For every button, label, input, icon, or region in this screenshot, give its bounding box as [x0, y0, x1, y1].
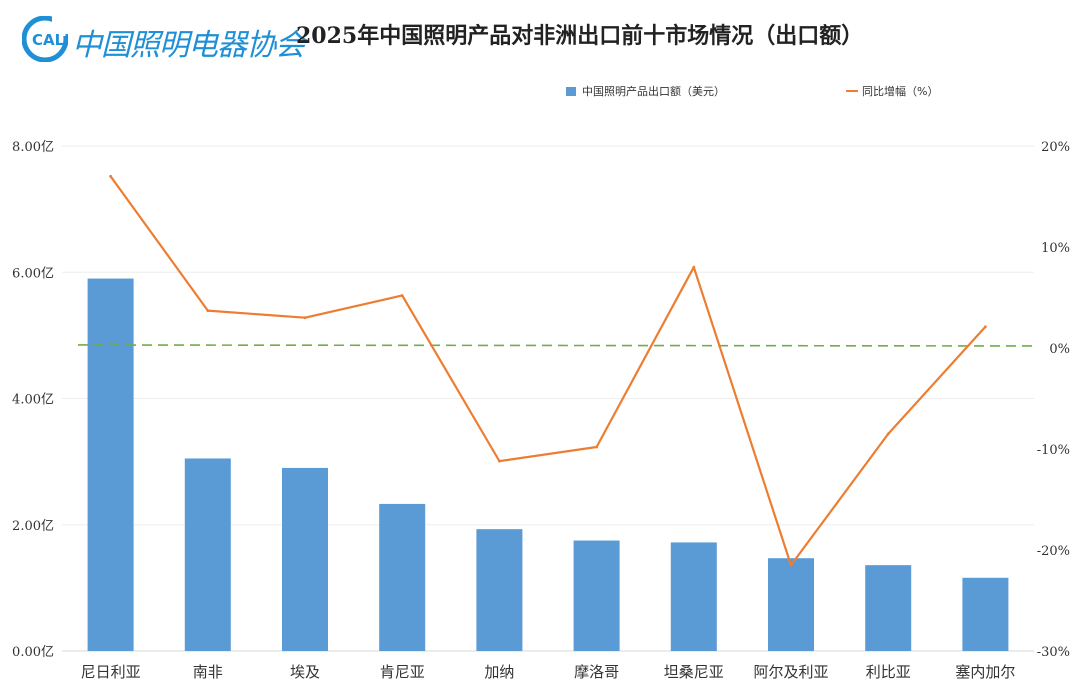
bar-10: [962, 577, 1009, 651]
right-tick-label: -30%: [1037, 645, 1070, 660]
zero-reference-line: [77, 344, 1035, 347]
bar-3: [282, 467, 328, 651]
x-axis: 尼日利亚 南非 埃及 肯尼亚 加纳 摩洛哥 坦桑尼亚 阿尔及利亚 利比亚 塞内加尔: [81, 663, 1016, 681]
growth-line: [109, 175, 987, 567]
category-label: 阿尔及利亚: [753, 663, 828, 681]
category-label: 利比亚: [866, 663, 911, 681]
growth-point-7: [692, 265, 696, 269]
cali-logo: CALI 中国照明电器协会: [22, 16, 305, 63]
right-tick-label: 0%: [1049, 342, 1070, 357]
bar-5: [476, 529, 523, 651]
bar-6: [573, 540, 620, 651]
growth-point-2: [206, 309, 210, 313]
left-axis: 0.00亿 2.00亿 4.00亿 6.00亿 8.00亿: [12, 140, 54, 660]
growth-point-9: [886, 432, 890, 436]
legend: 中国照明产品出口额（美元） 同比增幅（%）: [566, 84, 938, 98]
right-axis: -30% -20% -10% 0% 10% 20%: [1037, 140, 1070, 660]
bar-8: [768, 558, 814, 651]
left-tick-label: 6.00亿: [12, 266, 54, 281]
header: CALI 中国照明电器协会 2025年中国照明产品对非洲出口前十市场情况（出口额…: [0, 0, 1080, 70]
right-tick-label: 10%: [1041, 241, 1070, 256]
legend-bar-swatch: [566, 87, 576, 96]
right-tick-label: -20%: [1037, 544, 1070, 559]
bar-4: [379, 503, 426, 651]
left-tick-label: 4.00亿: [12, 393, 54, 408]
growth-point-6: [595, 445, 598, 449]
category-label: 塞内加尔: [955, 663, 1015, 681]
reference-line-layer: [77, 344, 1035, 347]
bar-7: [670, 542, 717, 651]
bar-1: [87, 278, 134, 651]
bar-series: [87, 278, 1009, 651]
growth-point-4: [400, 294, 404, 297]
left-tick-label: 8.00亿: [12, 140, 54, 155]
line-series: [109, 174, 987, 567]
growth-point-10: [984, 325, 987, 329]
category-label: 加纳: [484, 663, 514, 681]
category-label: 尼日利亚: [81, 663, 141, 681]
category-label: 肯尼亚: [380, 663, 425, 681]
bar-9: [865, 565, 912, 651]
legend-bar-label: 中国照明产品出口额（美元）: [582, 84, 725, 98]
cali-logo-icon: CALI: [22, 16, 68, 62]
logo-mark-text: CALI: [32, 31, 68, 49]
left-tick-label: 2.00亿: [12, 519, 54, 534]
left-tick-label: 0.00亿: [12, 645, 54, 660]
growth-point-5: [498, 459, 501, 463]
chart-title: 2025年中国照明产品对非洲出口前十市场情况（出口额）: [296, 23, 864, 49]
category-label: 埃及: [290, 663, 320, 681]
growth-point-1: [109, 174, 112, 178]
bar-2: [184, 458, 231, 651]
logo-text: 中国照明电器协会: [72, 28, 305, 63]
category-label: 坦桑尼亚: [664, 663, 724, 681]
legend-line-label: 同比增幅（%）: [862, 84, 938, 98]
growth-point-8: [789, 563, 793, 567]
category-label: 摩洛哥: [574, 663, 619, 681]
right-tick-label: -10%: [1037, 443, 1070, 458]
growth-point-3: [303, 316, 307, 320]
right-tick-label: 20%: [1041, 140, 1070, 155]
category-label: 南非: [193, 663, 223, 681]
